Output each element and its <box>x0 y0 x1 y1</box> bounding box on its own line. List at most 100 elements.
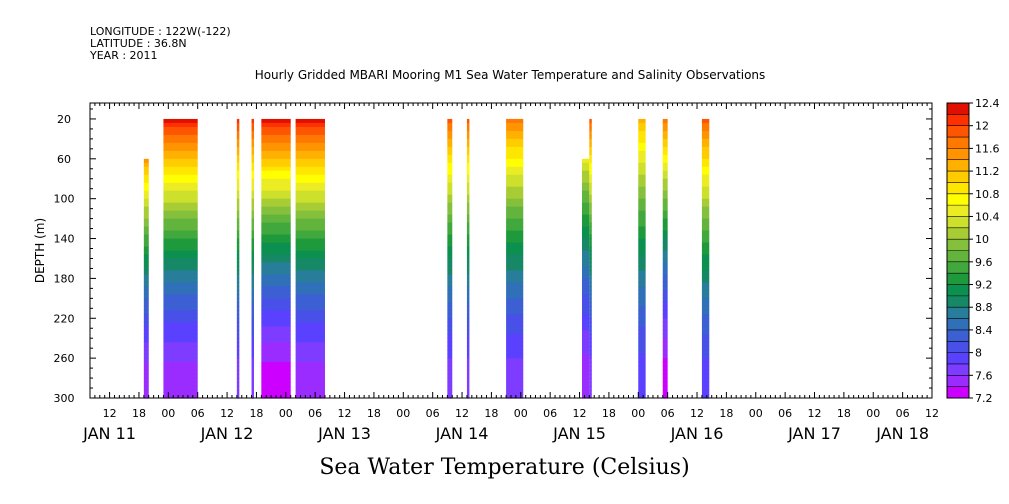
data-segment <box>261 118 291 399</box>
data-cell <box>163 250 198 256</box>
data-cell <box>163 350 198 355</box>
data-cell <box>295 226 325 232</box>
data-cell <box>295 290 325 295</box>
data-cell <box>447 238 453 244</box>
data-cell <box>638 162 646 168</box>
data-cell <box>662 274 668 280</box>
data-cell <box>466 258 470 264</box>
data-cell <box>447 338 453 343</box>
data-cell <box>236 174 240 180</box>
data-cell <box>701 118 710 124</box>
data-cell <box>236 278 240 283</box>
data-cell <box>506 350 524 355</box>
data-cell <box>163 374 198 379</box>
data-cell <box>581 290 590 295</box>
data-cell <box>589 234 592 240</box>
data-cell <box>701 210 710 216</box>
data-cell <box>163 322 198 327</box>
data-cell <box>701 294 710 299</box>
data-cell <box>447 386 453 391</box>
data-cell <box>506 190 524 196</box>
x-tick-label: 12 <box>103 407 117 420</box>
data-cell <box>447 130 453 136</box>
data-cell <box>638 206 646 212</box>
colorbar-label: 9.2 <box>975 279 993 292</box>
data-cell <box>143 194 149 200</box>
data-cell <box>589 170 592 176</box>
data-cell <box>251 222 254 228</box>
data-cell <box>701 162 710 168</box>
data-cell <box>143 190 149 196</box>
data-cell <box>236 130 240 136</box>
data-cell <box>261 314 291 319</box>
data-cell <box>589 310 592 315</box>
colorbar: 7.2 7.6 8 8.4 8.8 9.2 9.6 10 10.4 10.8 11.2 11.6 12 1… <box>946 97 1000 405</box>
data-cell <box>251 154 254 160</box>
data-cell <box>662 334 668 339</box>
data-cell <box>295 166 325 172</box>
data-cell <box>638 386 646 391</box>
data-cell <box>447 246 453 252</box>
data-cell <box>581 250 590 256</box>
data-cell <box>251 170 254 176</box>
y-axis: 20 60 100 140 180 220 260 300 <box>54 108 932 405</box>
data-cell <box>466 318 470 323</box>
data-cell <box>447 138 453 144</box>
data-cell <box>466 210 470 216</box>
data-cell <box>662 150 668 156</box>
data-cell <box>701 134 710 140</box>
data-cell <box>143 250 149 256</box>
data-cell <box>638 278 646 283</box>
data-cell <box>506 318 524 323</box>
data-cell <box>295 238 325 244</box>
data-cell <box>701 310 710 315</box>
x-tick-label: 06 <box>896 407 910 420</box>
data-cell <box>506 146 524 152</box>
data-cell <box>143 382 149 387</box>
data-cell <box>638 186 646 192</box>
data-cell <box>236 122 240 128</box>
data-cell <box>143 182 149 188</box>
data-cell <box>506 342 524 347</box>
data-cell <box>261 318 291 323</box>
colorbar-swatch <box>947 341 969 354</box>
data-cell <box>163 186 198 192</box>
data-cell <box>638 370 646 375</box>
data-cell <box>506 326 524 331</box>
data-cell <box>143 358 149 363</box>
data-cell <box>506 278 524 283</box>
data-cell <box>662 302 668 307</box>
data-cell <box>236 118 240 124</box>
data-cell <box>251 142 254 148</box>
x-tick-label: 12 <box>925 407 939 420</box>
data-cell <box>662 122 668 128</box>
data-cell <box>163 338 198 343</box>
data-cell <box>506 218 524 224</box>
data-cell <box>261 374 291 379</box>
data-cell <box>447 298 453 303</box>
data-cell <box>466 218 470 224</box>
data-cell <box>589 202 592 208</box>
data-cell <box>236 314 240 319</box>
data-cell <box>143 318 149 323</box>
data-cell <box>581 222 590 228</box>
data-cell <box>581 354 590 359</box>
data-cell <box>261 378 291 383</box>
data-cell <box>251 314 254 319</box>
colorbar-label: 10.4 <box>975 210 1000 223</box>
data-cell <box>236 310 240 315</box>
data-cell <box>143 362 149 367</box>
data-cell <box>701 230 710 236</box>
data-cell <box>236 386 240 391</box>
data-cell <box>261 330 291 335</box>
data-cell <box>163 174 198 180</box>
data-cell <box>143 222 149 228</box>
data-cell <box>236 322 240 327</box>
data-cell <box>506 314 524 319</box>
data-segment <box>251 118 254 399</box>
data-cell <box>251 122 254 128</box>
data-cell <box>662 306 668 311</box>
data-cell <box>466 130 470 136</box>
data-cell <box>466 350 470 355</box>
data-cell <box>295 342 325 347</box>
